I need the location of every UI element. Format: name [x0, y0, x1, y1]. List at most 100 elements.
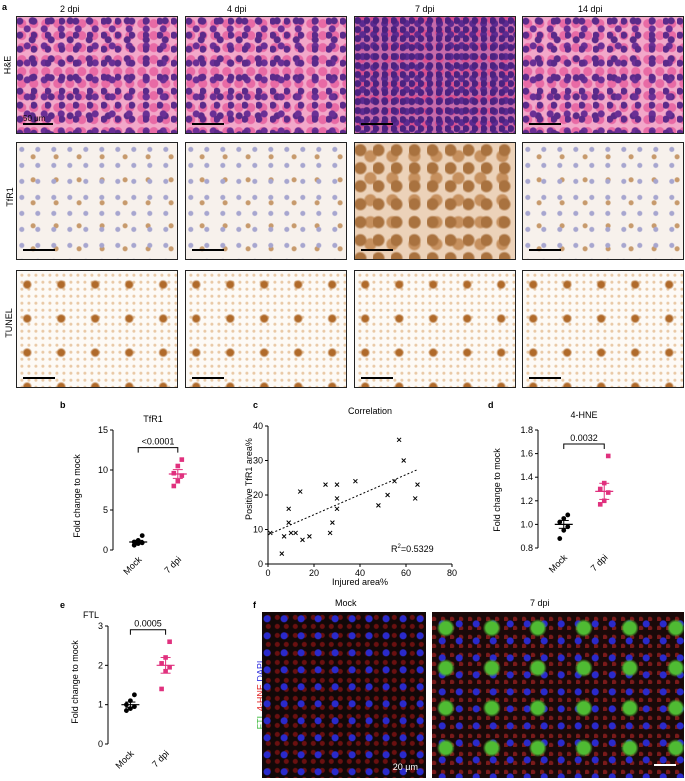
chart-title: 4-HNE	[570, 410, 597, 420]
y-axis-label: Positive TfR1 area%	[244, 438, 254, 520]
y-tick-label: 1.6	[520, 449, 533, 459]
category-label: Mock	[547, 552, 570, 575]
he-image-7dpi	[354, 16, 516, 134]
chart-title: TfR1	[143, 414, 163, 424]
tfr1-image-7dpi	[354, 142, 516, 260]
data-point	[179, 473, 185, 478]
data-point	[124, 708, 129, 713]
category-label: 7 dpi	[150, 748, 171, 769]
row-label-tunel: TUNEL	[3, 308, 14, 338]
data-point	[557, 536, 563, 541]
panel-letter-e: e	[60, 600, 66, 610]
data-point	[159, 661, 164, 666]
4hne-fold-change-chart: 4-HNE Fold change to mock 0.8 1.0 1.2 1.4 1.…	[492, 410, 614, 575]
tfr1-image-2dpi	[16, 142, 178, 260]
data-point	[167, 639, 172, 645]
y-tick-label: 30	[253, 456, 263, 466]
y-tick-label: 1.2	[520, 496, 533, 506]
data-point	[601, 498, 607, 504]
data-point	[281, 534, 287, 539]
y-tick-label: 0	[98, 739, 103, 749]
y-tick-label: 20	[253, 490, 263, 500]
y-tick-label: 40	[253, 421, 263, 431]
data-point	[330, 520, 335, 525]
data-point	[132, 692, 137, 698]
y-tick-label: 3	[98, 621, 103, 631]
data-point	[605, 490, 611, 495]
data-point	[561, 527, 567, 533]
data-point	[353, 478, 358, 484]
data-point	[385, 492, 390, 498]
ftl-fold-change-chart: FTL Fold change to mock 0 1 2 3 Mock 7 dpi 0.0…	[70, 610, 175, 771]
significance-bracket	[137, 447, 179, 453]
panel-letter-a: a	[2, 2, 8, 12]
data-point	[396, 437, 402, 443]
x-tick-label: 20	[309, 568, 319, 578]
y-axis-label: Fold change to mock	[70, 640, 80, 724]
data-point	[605, 453, 611, 459]
y-tick-label: 0	[103, 545, 108, 555]
data-point	[401, 458, 407, 463]
data-point	[334, 506, 340, 512]
data-point	[376, 502, 381, 508]
data-point	[300, 537, 305, 543]
y-axis-label: Fold change to mock	[72, 454, 82, 538]
panel-letter-b: b	[60, 400, 66, 410]
data-point	[323, 482, 328, 488]
x-axis-label: Injured area%	[332, 577, 388, 587]
column-label-7dpi-f: 7 dpi	[530, 598, 550, 608]
category-label: Mock	[121, 554, 144, 577]
y-axis-label: Fold change to mock	[492, 448, 502, 532]
tunel-image-14dpi	[522, 270, 684, 388]
column-label-mock: Mock	[335, 598, 357, 608]
y-tick-label: 0	[258, 559, 263, 569]
tfr1-image-14dpi	[522, 142, 684, 260]
p-value-label: 0.0005	[134, 619, 162, 629]
tfr1-image-4dpi	[185, 142, 347, 260]
row-label-tfr1: TfR1	[4, 187, 15, 207]
y-tick-label: 10	[253, 525, 263, 535]
y-tick-label: 0.8	[520, 543, 533, 553]
tfr1-fold-change-chart: TfR1 Fold change to mock 0 5 10 15 Mock 7 dpi…	[72, 414, 187, 577]
y-tick-label: 1.8	[520, 425, 533, 435]
column-label-2dpi: 2 dpi	[60, 4, 80, 14]
data-point	[565, 512, 571, 518]
data-point	[279, 551, 285, 557]
data-point	[175, 478, 181, 484]
p-value-label: <0.0001	[142, 437, 175, 447]
tunel-image-7dpi	[354, 270, 516, 388]
p-value-label: 0.0032	[570, 433, 598, 443]
data-point	[132, 704, 137, 710]
scale-bar-label: 50 μm	[23, 114, 46, 123]
data-point	[307, 534, 312, 539]
chart-title: Correlation	[348, 406, 392, 416]
panel-letter-d: d	[488, 400, 494, 410]
fluorescence-image-mock: 20 μm	[262, 612, 426, 778]
y-tick-label: 15	[98, 425, 108, 435]
column-label-4dpi: 4 dpi	[227, 4, 247, 14]
r-squared-label: R2=0.5329	[391, 544, 434, 554]
data-point	[297, 489, 303, 494]
correlation-chart: Correlation Positive TfR1 area% Injured …	[244, 406, 457, 587]
category-label: Mock	[114, 748, 137, 771]
data-point	[171, 470, 177, 476]
regression-line	[267, 469, 418, 536]
fluorescence-image-7dpi	[432, 612, 684, 778]
chart-title: FTL	[83, 610, 99, 620]
tunel-image-2dpi	[16, 270, 178, 388]
data-point	[175, 463, 181, 469]
row-label-he: H&E	[2, 55, 13, 75]
he-image-4dpi	[185, 16, 347, 134]
data-point	[293, 530, 298, 536]
y-tick-label: 10	[98, 465, 108, 475]
x-tick-label: 80	[447, 568, 457, 578]
data-point	[412, 496, 418, 501]
he-image-14dpi	[522, 16, 684, 134]
y-tick-label: 1	[98, 700, 103, 710]
data-point	[179, 457, 185, 462]
data-point	[139, 533, 145, 538]
y-tick-label: 5	[103, 505, 108, 515]
data-point	[415, 482, 420, 488]
x-tick-label: 40	[355, 568, 365, 578]
panel-letter-f: f	[253, 600, 256, 610]
